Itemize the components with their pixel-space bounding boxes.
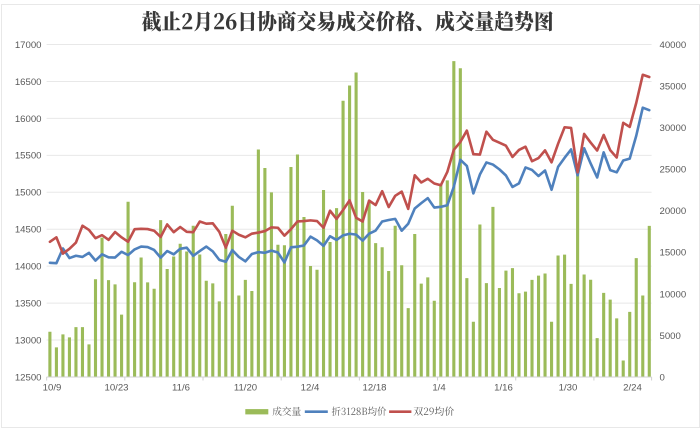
svg-text:10/23: 10/23 bbox=[104, 383, 128, 394]
svg-text:11/20: 11/20 bbox=[234, 383, 257, 394]
svg-text:12/4: 12/4 bbox=[301, 383, 320, 394]
svg-text:2/24: 2/24 bbox=[623, 383, 642, 394]
svg-text:30000: 30000 bbox=[660, 123, 687, 134]
svg-text:13500: 13500 bbox=[15, 299, 42, 310]
svg-text:13000: 13000 bbox=[15, 335, 42, 346]
svg-text:40000: 40000 bbox=[660, 40, 687, 51]
svg-text:10000: 10000 bbox=[660, 289, 687, 300]
svg-text:14500: 14500 bbox=[15, 225, 42, 236]
svg-text:15000: 15000 bbox=[660, 248, 687, 259]
svg-text:25000: 25000 bbox=[660, 165, 687, 176]
svg-text:20000: 20000 bbox=[660, 206, 687, 217]
svg-text:1/30: 1/30 bbox=[559, 383, 578, 394]
svg-text:0: 0 bbox=[660, 372, 665, 383]
svg-text:15000: 15000 bbox=[15, 188, 42, 199]
svg-text:14000: 14000 bbox=[15, 262, 42, 273]
svg-text:12/18: 12/18 bbox=[362, 383, 386, 394]
svg-text:35000: 35000 bbox=[660, 81, 687, 92]
svg-text:16000: 16000 bbox=[15, 114, 42, 125]
svg-text:1/4: 1/4 bbox=[432, 383, 446, 394]
svg-text:11/6: 11/6 bbox=[172, 383, 190, 394]
svg-text:10/9: 10/9 bbox=[43, 383, 62, 394]
svg-text:15500: 15500 bbox=[15, 151, 42, 162]
svg-text:5000: 5000 bbox=[660, 331, 681, 342]
svg-text:17000: 17000 bbox=[15, 40, 42, 51]
svg-text:1/16: 1/16 bbox=[494, 383, 513, 394]
svg-text:12500: 12500 bbox=[15, 372, 42, 383]
svg-text:16500: 16500 bbox=[15, 77, 42, 88]
